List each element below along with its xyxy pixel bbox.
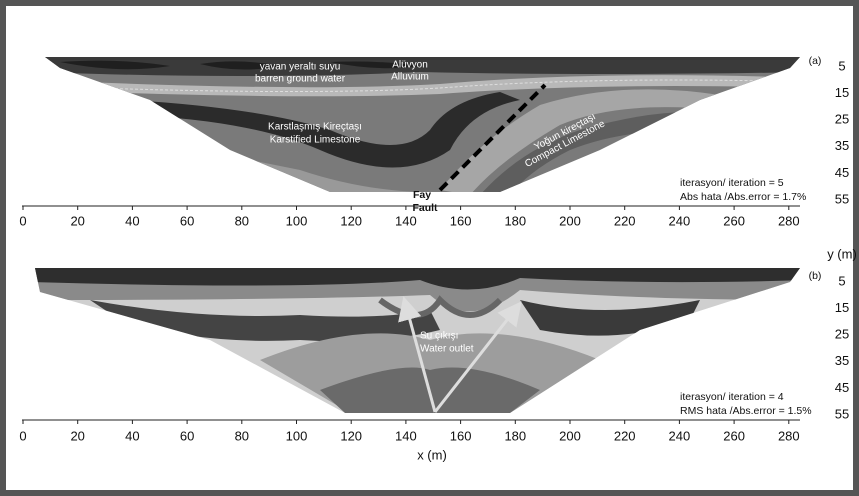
- y-tick-label: 45: [835, 380, 849, 395]
- panel-tag: (a): [809, 55, 822, 67]
- y-tick-label: 55: [835, 406, 849, 421]
- x-tick-label: 280: [778, 428, 800, 443]
- x-tick-label: 220: [614, 428, 636, 443]
- y-tick-label: 55: [835, 191, 849, 206]
- section-label: Fault: [412, 202, 438, 214]
- x-axis-title: x (m): [417, 447, 447, 462]
- x-tick-label: 240: [669, 213, 691, 228]
- y-tick-label: 25: [835, 327, 849, 342]
- iteration-note: iterasyon/ iteration = 4: [680, 391, 784, 403]
- x-tick-label: 180: [504, 428, 526, 443]
- y-tick-label: 45: [835, 165, 849, 180]
- panel-tag: (b): [809, 270, 822, 282]
- x-tick-label: 80: [235, 213, 249, 228]
- x-tick-label: 200: [559, 213, 581, 228]
- section-label: Karstlaşmış Kireçtaşı: [268, 122, 362, 133]
- x-tick-label: 80: [235, 428, 249, 443]
- section-label: Water outlet: [420, 344, 474, 355]
- arrow: [433, 301, 522, 413]
- section-label: barren ground water: [255, 74, 346, 85]
- y-tick-label: 5: [838, 273, 845, 288]
- y-tick-label: 15: [835, 85, 849, 100]
- y-tick-label: 35: [835, 353, 849, 368]
- x-tick-label: 20: [70, 428, 84, 443]
- x-tick-label: 120: [340, 428, 362, 443]
- x-tick-label: 40: [125, 428, 139, 443]
- x-tick-label: 260: [723, 428, 745, 443]
- section-label: Alluvium: [391, 72, 429, 83]
- x-tick-label: 200: [559, 428, 581, 443]
- x-tick-label: 180: [504, 213, 526, 228]
- section-label: yavan yeraltı suyu: [260, 62, 341, 73]
- x-tick-label: 100: [286, 213, 308, 228]
- error-note: Abs hata /Abs.error = 1.7%: [680, 191, 806, 203]
- section-label: Fay: [413, 189, 431, 201]
- x-tick-label: 140: [395, 213, 417, 228]
- arrow: [398, 296, 437, 413]
- x-tick-label: 60: [180, 213, 194, 228]
- x-tick-label: 280: [778, 213, 800, 228]
- y-axis-title: y (m): [827, 246, 857, 261]
- x-tick-label: 220: [614, 213, 636, 228]
- x-tick-label: 160: [450, 213, 472, 228]
- x-tick-label: 120: [340, 213, 362, 228]
- x-tick-label: 260: [723, 213, 745, 228]
- x-tick-label: 60: [180, 428, 194, 443]
- x-tick-label: 40: [125, 213, 139, 228]
- x-tick-label: 160: [450, 428, 472, 443]
- section-label: Su çıkışı: [420, 331, 458, 342]
- x-tick-label: 20: [70, 213, 84, 228]
- y-tick-label: 5: [838, 58, 845, 73]
- y-tick-label: 25: [835, 112, 849, 127]
- section-label: Karstified Limestone: [270, 135, 361, 146]
- iteration-note: iterasyon/ iteration = 5: [680, 177, 784, 189]
- x-tick-label: 140: [395, 428, 417, 443]
- x-tick-label: 0: [19, 213, 26, 228]
- section-label: Alüvyon: [392, 60, 428, 71]
- fault-line: [438, 83, 547, 192]
- error-note: RMS hata /Abs.error = 1.5%: [680, 405, 812, 417]
- x-tick-label: 0: [19, 428, 26, 443]
- x-tick-label: 100: [286, 428, 308, 443]
- y-tick-label: 35: [835, 138, 849, 153]
- x-tick-label: 240: [669, 428, 691, 443]
- y-tick-label: 15: [835, 300, 849, 315]
